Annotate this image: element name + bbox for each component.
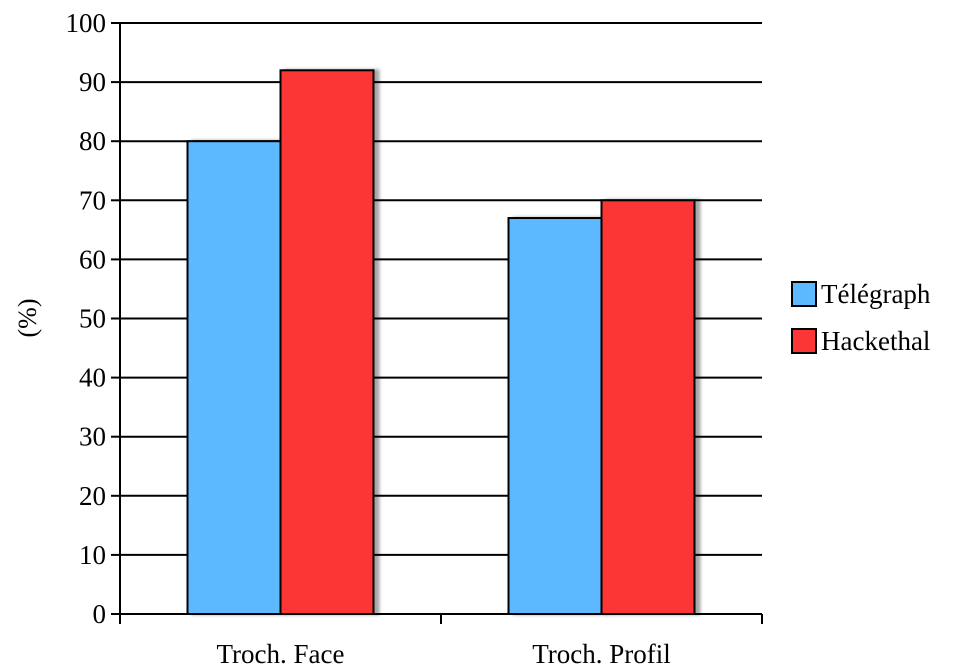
y-tick-labels: 0 10 20 30 40 50 60 70 80 90 100 <box>66 8 107 629</box>
x-tick-label-troch-face: Troch. Face <box>217 639 345 669</box>
bar-t-l-graph-troch-profil <box>507 217 603 615</box>
legend-label-t-l-graph: Télégraph <box>821 279 931 309</box>
x-tick-labels: Troch. Face Troch. Profil <box>217 639 671 669</box>
bar-t-l-graph-troch-face <box>186 140 282 615</box>
bars <box>186 69 696 616</box>
legend-swatch-hackethal <box>791 328 817 354</box>
bar-hackethal-troch-profil <box>600 199 696 616</box>
legend: Télégraph Hackethal <box>791 279 931 356</box>
y-tick-label-20: 20 <box>79 481 106 511</box>
y-tick-label-90: 90 <box>79 67 106 97</box>
y-tick-label-60: 60 <box>79 244 106 274</box>
y-tick-label-70: 70 <box>79 185 106 215</box>
y-tick-label-80: 80 <box>79 126 106 156</box>
y-tick-label-40: 40 <box>79 363 106 393</box>
legend-swatch-t-l-graph <box>791 281 817 307</box>
y-axis-title: (%) <box>13 299 42 338</box>
legend-label-hackethal: Hackethal <box>821 326 930 356</box>
bar-hackethal-troch-face <box>279 69 375 615</box>
x-tick-label-troch-profil: Troch. Profil <box>532 639 671 669</box>
y-tick-label-100: 100 <box>66 8 107 38</box>
y-tick-label-10: 10 <box>79 540 106 570</box>
y-tick-label-0: 0 <box>93 599 107 629</box>
y-tick-label-30: 30 <box>79 422 106 452</box>
axes <box>111 22 763 624</box>
y-tick-label-50: 50 <box>79 304 106 334</box>
